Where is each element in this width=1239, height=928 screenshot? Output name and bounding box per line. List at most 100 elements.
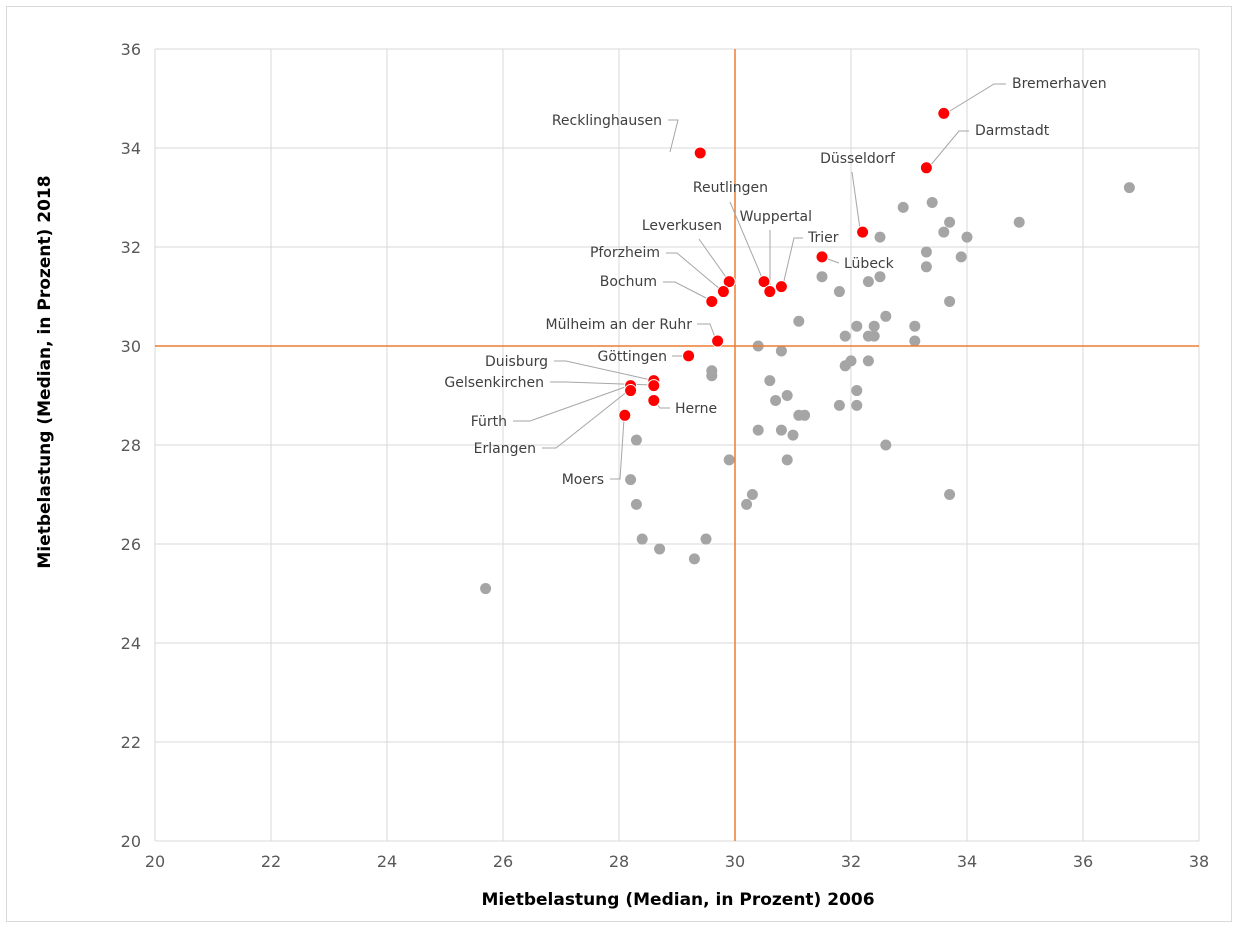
y-tick-label: 28: [121, 436, 141, 455]
highlighted-point: [647, 379, 661, 393]
data-point: [897, 201, 909, 213]
leader-line: [610, 418, 625, 480]
y-tick-label: 30: [121, 337, 141, 356]
other-cities-points: [480, 182, 1135, 595]
chart-frame: [6, 6, 1232, 922]
data-point: [909, 335, 921, 347]
leader-line: [663, 281, 711, 301]
data-point: [654, 543, 666, 555]
x-tick-label: 34: [957, 852, 977, 871]
data-point: [787, 429, 799, 441]
city-label: Mülheim an der Ruhr: [545, 317, 692, 333]
highlighted-point: [705, 294, 719, 308]
x-tick-label: 36: [1073, 852, 1093, 871]
y-tick-label: 20: [121, 832, 141, 851]
data-point: [781, 454, 793, 466]
x-tick-label: 22: [261, 852, 281, 871]
city-label: Recklinghausen: [552, 113, 662, 129]
highlighted-point: [711, 334, 725, 348]
city-label: Duisburg: [485, 354, 548, 370]
data-point: [926, 196, 938, 208]
city-label: Bremerhaven: [1012, 76, 1107, 92]
x-tick-label: 26: [493, 852, 513, 871]
leader-line: [554, 360, 652, 381]
data-point: [874, 271, 886, 283]
leader-line: [698, 238, 729, 281]
data-point: [775, 345, 787, 357]
data-point: [862, 276, 874, 288]
leader-line: [668, 119, 679, 153]
highlighted-point: [682, 349, 696, 363]
city-label: Reutlingen: [693, 180, 768, 196]
y-tick-label: 26: [121, 535, 141, 554]
reference-lines: [155, 49, 1199, 841]
data-point: [688, 553, 700, 565]
leader-line: [513, 385, 629, 422]
data-point: [851, 399, 863, 411]
highlighted-point: [716, 285, 730, 299]
data-point: [938, 226, 950, 238]
data-point: [833, 286, 845, 298]
data-point: [944, 489, 956, 500]
highlighted-point: [693, 146, 707, 160]
data-point: [1123, 182, 1135, 194]
data-point: [862, 355, 874, 367]
y-tick-labels: 20 22 24 26 28 30 32 34 36: [121, 40, 141, 851]
x-tick-label: 28: [609, 852, 629, 871]
data-point: [625, 474, 637, 486]
data-point: [630, 434, 642, 446]
city-labels: Bremerhaven Darmstadt Recklinghausen Düssel…: [444, 76, 1106, 488]
x-tick-label: 38: [1189, 852, 1209, 871]
city-label: Darmstadt: [975, 123, 1050, 139]
x-tick-labels: 20 22 24 26 28 30 32 34 36 38: [145, 852, 1209, 871]
data-point: [799, 409, 811, 421]
data-point: [746, 489, 758, 500]
data-point: [764, 375, 776, 387]
leader-line: [944, 83, 1006, 115]
x-axis-title: Mietbelastung (Median, in Prozent) 2006: [481, 890, 874, 910]
leader-line: [666, 252, 722, 291]
data-point: [636, 533, 648, 545]
data-point: [944, 295, 956, 307]
y-tick-label: 22: [121, 733, 141, 752]
city-label: Erlangen: [474, 441, 536, 457]
data-point: [920, 246, 932, 258]
leader-line: [782, 237, 803, 286]
y-tick-label: 32: [121, 238, 141, 257]
highlighted-point: [722, 275, 736, 289]
data-point: [793, 315, 805, 327]
highlighted-point: [618, 408, 632, 422]
data-point: [874, 231, 886, 243]
y-tick-label: 24: [121, 634, 141, 653]
data-point: [480, 583, 492, 595]
highlighted-point: [856, 225, 870, 239]
grid-lines: [154, 48, 1200, 842]
data-point: [868, 330, 880, 342]
data-point: [816, 271, 828, 283]
y-axis-title: Mietbelastung (Median, in Prozent) 2018: [35, 175, 55, 568]
y-tick-label: 36: [121, 40, 141, 59]
city-label: Trier: [807, 230, 839, 246]
leader-line: [729, 201, 764, 281]
city-label: Pforzheim: [590, 245, 660, 261]
leader-line: [929, 130, 969, 167]
data-point: [880, 310, 892, 322]
city-label: Wuppertal: [740, 209, 812, 225]
data-point: [839, 330, 851, 342]
city-label: Moers: [562, 472, 604, 488]
highlighted-point: [919, 161, 933, 175]
data-point: [880, 439, 892, 451]
highlighted-point: [937, 106, 951, 120]
data-point: [1013, 216, 1025, 228]
data-point: [700, 533, 712, 545]
data-point: [909, 320, 921, 332]
city-label: Herne: [675, 401, 717, 417]
leader-line: [697, 323, 717, 341]
highlighted-point: [763, 285, 777, 299]
city-label: Leverkusen: [642, 218, 722, 234]
highlighted-point: [757, 275, 771, 289]
city-label: Düsseldorf: [820, 151, 896, 167]
city-label: Fürth: [471, 414, 507, 430]
data-point: [961, 231, 973, 243]
